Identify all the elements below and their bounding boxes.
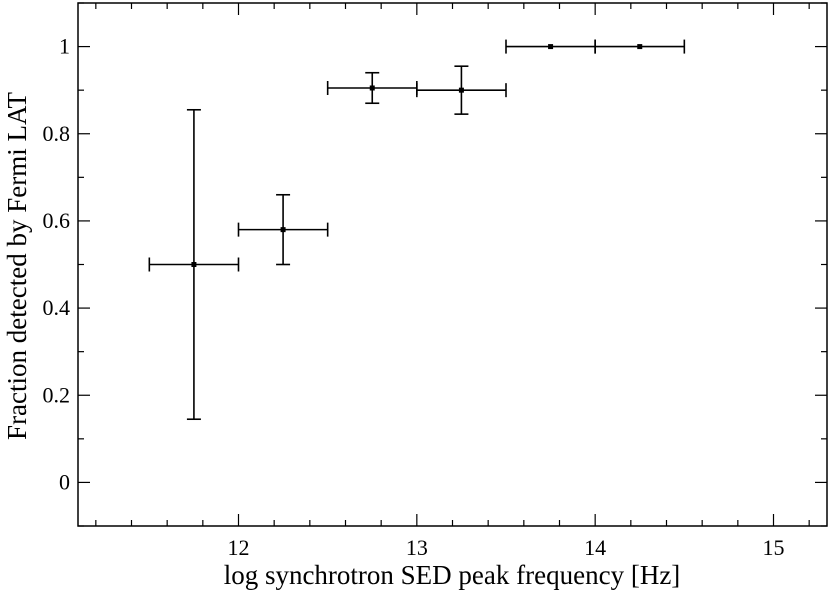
x-axis-tick-labels: 12 13 14 15: [228, 535, 785, 560]
x-axis-ticks: [95, 3, 810, 526]
point-marker: [369, 85, 375, 91]
x-tick-label: 12: [228, 535, 250, 560]
point-marker: [458, 87, 464, 93]
point-marker: [637, 44, 643, 50]
data-point: [237, 193, 329, 266]
y-tick-label: 1: [59, 34, 70, 59]
y-tick-label: 0.4: [43, 295, 71, 320]
y-axis-label: Fraction detected by Fermi LAT: [2, 92, 32, 440]
y-tick-label: 0.2: [43, 382, 71, 407]
point-marker: [548, 44, 554, 50]
data-point: [326, 71, 418, 105]
data-point: [505, 39, 596, 54]
y-tick-label: 0.8: [43, 121, 71, 146]
y-tick-label: 0: [59, 469, 70, 494]
y-tick-label: 0.6: [43, 208, 71, 233]
point-marker: [191, 262, 197, 267]
x-axis-label: log synchrotron SED peak frequency [Hz]: [224, 560, 681, 590]
x-tick-label: 14: [584, 535, 606, 560]
y-axis-ticks: [78, 2, 827, 527]
data-points: [148, 39, 686, 421]
y-axis-tick-labels: 0 0.2 0.4 0.6 0.8 1: [43, 34, 71, 495]
data-point: [416, 65, 507, 115]
x-tick-label: 15: [763, 535, 785, 560]
data-point: [594, 39, 686, 54]
data-point: [148, 108, 240, 421]
point-marker: [280, 227, 286, 233]
x-tick-label: 13: [406, 535, 428, 560]
